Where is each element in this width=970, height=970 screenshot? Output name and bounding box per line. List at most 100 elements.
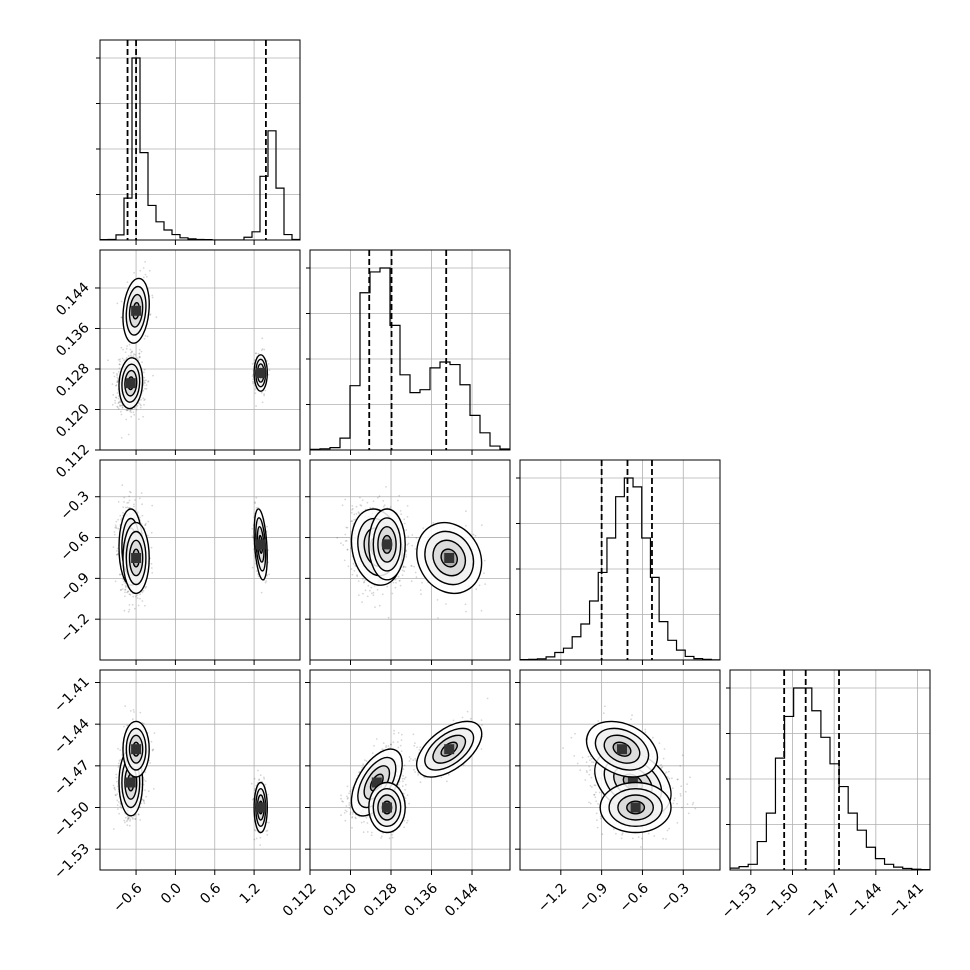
scatter-point xyxy=(117,747,119,750)
scatter-point xyxy=(369,506,372,509)
scatter-point xyxy=(257,352,260,355)
scatter-point xyxy=(117,762,120,765)
scatter-point xyxy=(345,526,348,529)
scatter-point xyxy=(132,595,135,598)
scatter-point xyxy=(121,406,124,408)
scatter-point xyxy=(370,586,373,589)
scatter-point xyxy=(260,349,263,352)
scatter-point xyxy=(112,828,115,830)
scatter-point xyxy=(119,574,121,576)
scatter-point xyxy=(144,524,147,526)
scatter-point xyxy=(386,585,389,588)
contour-group-1 xyxy=(122,277,150,344)
density-peak xyxy=(131,553,142,563)
scatter-point xyxy=(382,505,385,508)
scatter-point xyxy=(112,546,115,549)
scatter-point xyxy=(128,593,131,595)
scatter-point xyxy=(142,589,145,592)
scatter-point xyxy=(415,537,418,539)
scatter-point xyxy=(350,511,353,514)
scatter-point xyxy=(251,527,254,530)
scatter-point xyxy=(123,359,125,361)
scatter-point xyxy=(144,604,146,607)
scatter-point xyxy=(128,490,131,493)
scatter-point xyxy=(127,501,130,504)
scatter-point xyxy=(124,589,126,591)
scatter-point xyxy=(391,592,394,595)
scatter-point xyxy=(128,506,131,509)
scatter-point xyxy=(267,363,270,365)
scatter-point xyxy=(116,374,118,376)
y-tick-label: 0.136 xyxy=(53,320,93,360)
scatter-point xyxy=(151,572,154,574)
scatter-point xyxy=(263,394,265,397)
scatter-point xyxy=(385,486,387,488)
scatter-point xyxy=(404,566,407,568)
scatter-point xyxy=(141,361,144,364)
scatter-point xyxy=(351,573,354,576)
scatter-point xyxy=(127,816,129,819)
scatter-point xyxy=(120,300,123,303)
scatter-point xyxy=(251,381,254,383)
scatter-point xyxy=(126,591,128,594)
scatter-point xyxy=(397,575,400,578)
scatter-point xyxy=(118,367,121,370)
scatter-point xyxy=(483,572,485,575)
scatter-point xyxy=(370,592,373,595)
scatter-point xyxy=(253,828,256,831)
contour-group-2 xyxy=(368,508,406,581)
scatter-point xyxy=(119,589,122,592)
scatter-point xyxy=(437,617,439,619)
scatter-point xyxy=(436,599,439,601)
scatter-point xyxy=(356,575,359,578)
scatter-point xyxy=(120,316,123,319)
scatter-point xyxy=(345,540,348,542)
scatter-point xyxy=(266,359,268,362)
scatter-point xyxy=(117,381,119,383)
scatter-point xyxy=(122,348,124,351)
scatter-point xyxy=(138,356,141,359)
scatter-point xyxy=(143,368,146,371)
scatter-point xyxy=(111,403,114,406)
scatter-point xyxy=(140,350,143,353)
panel-frame xyxy=(99,459,301,661)
scatter-point xyxy=(123,496,126,499)
scatter-point xyxy=(254,392,257,394)
scatter-point xyxy=(344,498,347,501)
scatter-point xyxy=(126,818,129,820)
scatter-point xyxy=(131,718,134,721)
contour-group-1 xyxy=(416,521,483,595)
scatter-point xyxy=(119,360,121,363)
scatter-point xyxy=(107,359,109,362)
y-tick-label: 0.120 xyxy=(53,401,93,441)
scatter-point xyxy=(361,499,364,501)
scatter-point xyxy=(145,275,148,278)
density-peak xyxy=(131,305,142,316)
scatter-point xyxy=(138,497,141,500)
scatter-point xyxy=(150,740,153,743)
scatter-point xyxy=(340,542,342,545)
scatter-point xyxy=(136,511,139,514)
scatter-point xyxy=(263,776,265,779)
scatter-point xyxy=(251,566,254,569)
scatter-point xyxy=(406,516,409,518)
scatter-point xyxy=(144,398,146,401)
scatter-point xyxy=(364,589,367,592)
scatter-point xyxy=(411,544,414,547)
scatter-point xyxy=(142,384,145,387)
scatter-point xyxy=(360,504,363,507)
scatter-point xyxy=(117,527,120,530)
scatter-point xyxy=(125,347,128,350)
scatter-point xyxy=(351,520,354,522)
scatter-point xyxy=(120,346,123,349)
scatter-point xyxy=(150,567,153,569)
scatter-point xyxy=(255,496,258,499)
panel-frame xyxy=(99,249,301,451)
scatter-point xyxy=(136,597,139,600)
scatter-point xyxy=(141,591,144,594)
scatter-point xyxy=(144,387,146,390)
scatter-point xyxy=(376,588,379,591)
scatter-point xyxy=(120,316,123,319)
scatter-point xyxy=(398,580,401,582)
scatter-point xyxy=(117,358,120,361)
